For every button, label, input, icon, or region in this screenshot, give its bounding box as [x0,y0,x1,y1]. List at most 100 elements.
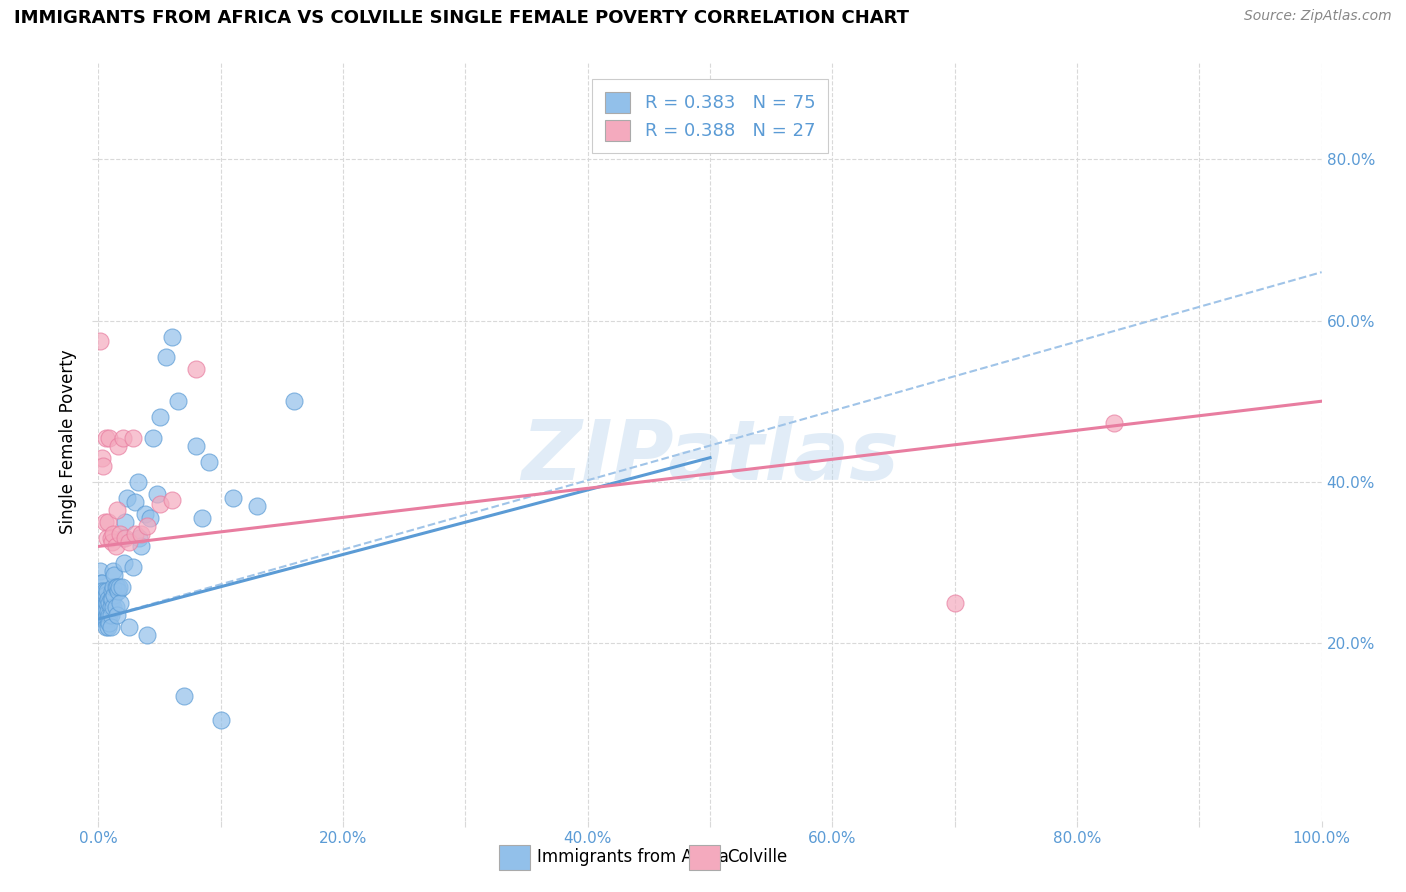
Point [101,527,124,541]
Point [111,580,134,594]
Point [91,583,114,598]
Point [129,540,152,554]
Point [98,596,121,610]
Text: IMMIGRANTS FROM AFRICA VS COLVILLE SINGLE FEMALE POVERTY CORRELATION CHART: IMMIGRANTS FROM AFRICA VS COLVILLE SINGL… [14,9,910,27]
Point [105,607,128,622]
Point [96,583,118,598]
Point [115,491,138,505]
Point [89,564,111,578]
Point [103,588,125,602]
Point [124,495,146,509]
Point [118,620,141,634]
Point [111,532,134,546]
Point [91,575,114,590]
Point [98,430,121,444]
Point [94,588,117,602]
Point [118,535,141,549]
Point [93,583,115,598]
Point [104,580,127,594]
Point [149,410,172,425]
Point [96,607,118,622]
Point [209,713,232,727]
Point [98,615,121,630]
Point [121,430,143,444]
Point [142,430,165,444]
Point [91,591,114,606]
Text: ZIPatlas: ZIPatlas [522,417,898,497]
Point [91,450,114,465]
Point [94,620,117,634]
Point [149,497,172,511]
Point [97,620,120,634]
Point [93,612,115,626]
Point [943,596,966,610]
Point [191,511,214,525]
Point [100,591,122,606]
Point [197,455,219,469]
Point [110,527,132,541]
Point [91,591,114,606]
Point [98,607,121,622]
Text: Source: ZipAtlas.com: Source: ZipAtlas.com [1244,9,1392,23]
Point [91,599,114,614]
Point [136,519,159,533]
Point [104,599,127,614]
Point [90,575,112,590]
Point [89,334,111,348]
Point [167,394,190,409]
Text: Immigrants from Africa: Immigrants from Africa [537,848,728,866]
Point [100,599,122,614]
Point [96,532,118,546]
Text: Colville: Colville [727,848,787,866]
Point [134,507,156,521]
Point [101,564,124,578]
Point [146,487,169,501]
Point [246,499,269,513]
Point [108,580,131,594]
Point [129,527,152,541]
Point [155,350,177,364]
Point [93,599,115,614]
Point [100,532,122,546]
Point [97,515,120,529]
Point [101,591,124,606]
Point [91,588,114,602]
Point [91,458,114,473]
Point [110,596,132,610]
Point [97,591,120,606]
Point [121,559,143,574]
Point [111,430,134,444]
Point [105,580,128,594]
Legend: R = 0.383   N = 75, R = 0.388   N = 27: R = 0.383 N = 75, R = 0.388 N = 27 [592,79,828,153]
Point [101,599,124,614]
Point [222,491,245,505]
Point [94,612,117,626]
Y-axis label: Single Female Poverty: Single Female Poverty [59,350,77,533]
Point [107,583,129,598]
Point [94,430,117,444]
Point [173,689,195,703]
Point [97,612,120,626]
Point [96,596,118,610]
Point [90,583,112,598]
Point [94,604,117,618]
Point [101,535,124,549]
Point [93,591,115,606]
Point [128,532,150,546]
Point [136,628,159,642]
Point [107,439,129,453]
Point [101,583,124,598]
Point [1102,416,1125,430]
Point [160,329,183,343]
Point [103,567,125,582]
Point [114,532,136,546]
Point [100,620,122,634]
Point [124,527,146,541]
Point [100,607,122,622]
Point [186,362,208,376]
Point [112,556,135,570]
Point [91,612,114,626]
Point [94,596,117,610]
Point [127,475,149,489]
Point [283,394,305,409]
